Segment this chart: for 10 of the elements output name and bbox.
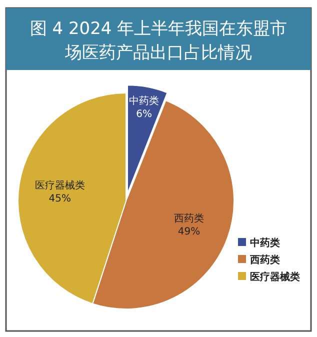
legend-label: 医疗器械类 [250, 271, 300, 283]
data-label: 6% [136, 109, 152, 120]
slice-label: 医疗器械类 [34, 180, 85, 192]
data-label: 45% [48, 194, 71, 205]
legend-label: 中药类 [250, 237, 280, 249]
chart-title: 图 4 2024 年上半年我国在东盟市场医药产品出口占比情况 [30, 19, 288, 63]
data-label: 49% [178, 226, 200, 238]
slice-label: 西药类 [174, 212, 204, 225]
legend-label: 西药类 [249, 254, 280, 266]
slice-label: 中药类 [129, 95, 160, 108]
